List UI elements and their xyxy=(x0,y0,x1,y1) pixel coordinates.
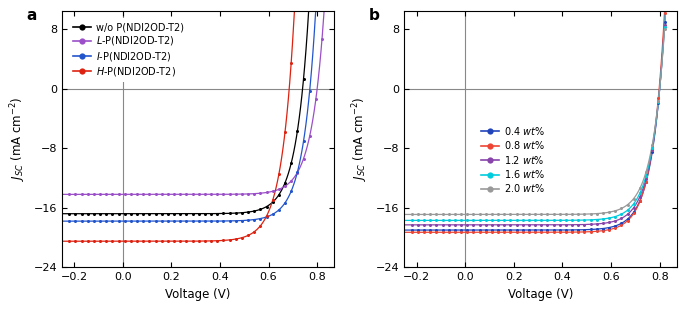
Legend: 0.4 $\it{wt}$%, 0.8 $\it{wt}$%, 1.2 $\it{wt}$%, 1.6 $\it{wt}$%, 2.0 $\it{wt}$%: 0.4 $\it{wt}$%, 0.8 $\it{wt}$%, 1.2 $\it… xyxy=(477,121,549,198)
Text: a: a xyxy=(27,8,37,23)
Text: b: b xyxy=(369,8,380,23)
Y-axis label: $J_{SC}$ (mA cm$^{-2}$): $J_{SC}$ (mA cm$^{-2}$) xyxy=(351,97,371,181)
Y-axis label: $J_{SC}$ (mA cm$^{-2}$): $J_{SC}$ (mA cm$^{-2}$) xyxy=(8,97,28,181)
X-axis label: Voltage (V): Voltage (V) xyxy=(165,288,231,301)
Legend: w/o P(NDI2OD-T2), $\it{L}$-P(NDI2OD-T2), $\it{I}$-P(NDI2OD-T2), $\it{H}$-P(NDI2O: w/o P(NDI2OD-T2), $\it{L}$-P(NDI2OD-T2),… xyxy=(70,18,188,82)
X-axis label: Voltage (V): Voltage (V) xyxy=(508,288,573,301)
